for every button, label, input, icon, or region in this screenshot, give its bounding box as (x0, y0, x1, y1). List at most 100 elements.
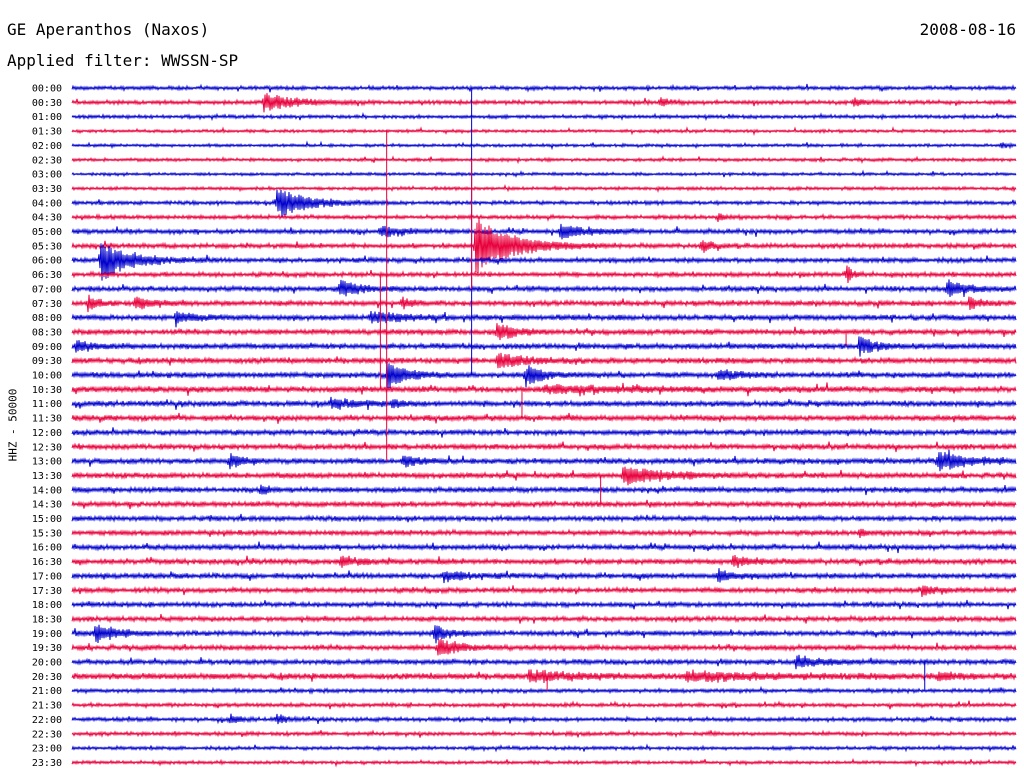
trace-line (71, 155, 1017, 165)
row-time-label: 08:30 (32, 327, 62, 338)
row-time-label: 12:30 (32, 442, 62, 453)
trace-line (71, 599, 1017, 610)
row-time-label: 11:00 (32, 399, 62, 410)
row-time-label: 22:30 (32, 729, 62, 740)
row-time-label: 00:30 (32, 98, 62, 109)
row-time-label: 19:00 (32, 629, 62, 640)
trace-line (71, 528, 1017, 538)
trace-line (71, 126, 1017, 136)
trace-line (71, 499, 1017, 510)
trace-line (71, 624, 1017, 644)
row-time-label: 17:30 (32, 586, 62, 597)
row-time-label: 05:30 (32, 241, 62, 252)
trace-line (71, 638, 1017, 656)
trace-line (71, 396, 1017, 410)
row-time-label: 10:00 (32, 371, 62, 382)
row-time-label: 09:30 (32, 356, 62, 367)
trace-line (71, 265, 1017, 284)
row-time-label: 23:00 (32, 744, 62, 755)
trace-line (71, 184, 1017, 194)
trace-line (71, 555, 1017, 568)
row-time-label: 04:30 (32, 213, 62, 224)
row-time-label: 12:00 (32, 428, 62, 439)
row-time-label: 16:30 (32, 557, 62, 568)
trace-line (71, 294, 1017, 313)
trace-line (71, 140, 1017, 151)
row-time-label: 13:30 (32, 471, 62, 482)
trace-line (71, 412, 1017, 424)
trace-line (71, 441, 1017, 453)
trace-line (71, 169, 1017, 178)
row-time-label: 07:30 (32, 299, 62, 310)
row-time-label: 14:30 (32, 500, 62, 511)
trace-line (71, 449, 1017, 472)
trace-line (71, 654, 1017, 670)
row-time-label: 21:00 (32, 686, 62, 697)
row-time-label: 01:30 (32, 127, 62, 138)
trace-line (71, 743, 1017, 753)
row-time-label: 21:30 (32, 701, 62, 712)
trace-line (71, 427, 1017, 438)
trace-line (71, 112, 1017, 122)
trace-line (71, 279, 1017, 298)
trace-line (71, 466, 1017, 486)
row-time-label: 11:30 (32, 414, 62, 425)
row-time-label: 02:00 (32, 141, 62, 152)
row-time-label: 14:00 (32, 485, 62, 496)
trace-line (71, 217, 1017, 274)
row-time-label: 03:00 (32, 170, 62, 181)
row-time-label: 23:30 (32, 758, 62, 769)
row-time-label: 00:00 (32, 84, 62, 95)
trace-line (71, 212, 1017, 223)
row-time-label: 10:30 (32, 385, 62, 396)
row-time-label: 16:00 (32, 543, 62, 554)
row-time-label: 06:30 (32, 270, 62, 281)
row-time-label: 20:30 (32, 672, 62, 683)
trace-line (71, 513, 1017, 524)
trace-line (71, 93, 1017, 113)
trace-line (71, 310, 1017, 328)
trace-line (71, 336, 1017, 357)
trace-line (71, 541, 1017, 554)
trace-line (71, 382, 1017, 397)
row-time-label: 15:00 (32, 514, 62, 525)
row-time-label: 09:00 (32, 342, 62, 353)
trace-line (71, 568, 1017, 584)
trace-line (71, 669, 1017, 683)
filter-label: Applied filter: WWSSN-SP (7, 51, 239, 70)
row-time-label: 17:00 (32, 571, 62, 582)
row-time-label: 20:00 (32, 658, 62, 669)
row-time-label: 05:00 (32, 227, 62, 238)
trace-line (71, 757, 1017, 768)
trace-line (71, 189, 1017, 217)
row-time-label: 03:30 (32, 184, 62, 195)
trace-line (71, 713, 1017, 725)
trace-line (71, 729, 1017, 739)
trace-line (71, 223, 1017, 240)
trace-line (71, 243, 1017, 281)
trace-line (71, 323, 1017, 341)
row-time-label: 18:00 (32, 600, 62, 611)
row-time-label: 13:00 (32, 457, 62, 468)
trace-line (71, 361, 1017, 389)
row-time-label: 22:00 (32, 715, 62, 726)
trace-line (71, 685, 1017, 695)
trace-line (71, 700, 1017, 710)
row-time-label: 07:00 (32, 284, 62, 295)
trace-line (71, 484, 1017, 496)
trace-line (71, 585, 1017, 598)
station-title: GE Aperanthos (Naxos) (7, 20, 210, 39)
trace-line (71, 352, 1017, 369)
row-time-label: 02:30 (32, 155, 62, 166)
record-date: 2008-08-16 (919, 20, 1016, 39)
row-time-label: 08:00 (32, 313, 62, 324)
row-time-label: 19:30 (32, 643, 62, 654)
row-time-label: 15:30 (32, 528, 62, 539)
row-time-label: 18:30 (32, 614, 62, 625)
row-time-label: 04:00 (32, 198, 62, 209)
row-time-label: 06:00 (32, 256, 62, 267)
trace-line (71, 83, 1017, 93)
trace-line (71, 614, 1017, 624)
row-time-label: 01:00 (32, 112, 62, 123)
